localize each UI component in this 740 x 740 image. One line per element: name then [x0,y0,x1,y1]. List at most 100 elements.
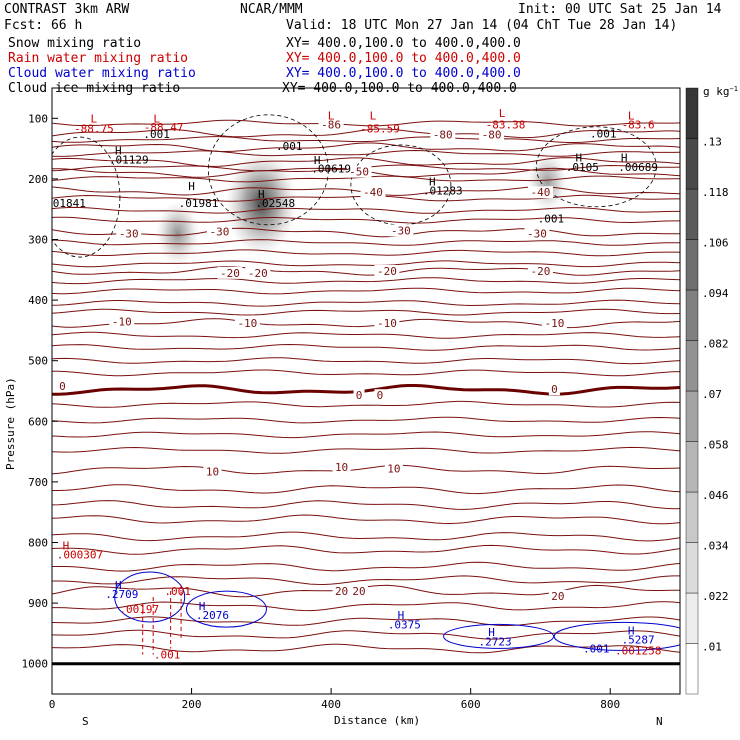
isotherm-label: -10 [237,317,257,330]
label-mask [527,186,553,199]
isotherm-line [52,561,680,572]
isotherm-line [52,484,680,495]
extremum-label: H [628,624,635,637]
legend-snow-label: Snow mixing ratio [8,36,141,51]
isotherm-line [52,400,680,408]
label-mask [245,266,271,279]
isotherm-line [52,464,680,475]
label-mask [479,128,505,141]
label-mask [332,584,351,597]
isotherm-line [52,629,680,640]
isotherm-label: 20 [551,590,564,603]
extremum-label: H [63,540,70,553]
legend-cloudwater-label: Cloud water mixing ratio [8,66,196,81]
colorbar-swatch [685,138,699,190]
colorbar-swatch [685,542,699,594]
isotherm-line [52,299,680,307]
extremum-label: H [115,579,122,592]
plot-area: -86-80 -80-50-40 -40-30 -30 -30 -30-20 -20 -20-… [52,107,680,666]
colorbar-swatch [685,340,699,392]
isotherm-label: 10 [206,466,219,479]
isotherm-line [52,128,680,139]
colorbar-unit: g kg−1 [703,85,738,98]
label-mask [353,389,365,402]
extremum-label: L [499,107,506,120]
extremum-label: H [398,609,405,622]
org-label: NCAR/MMM [240,2,303,17]
valid-time-label: Valid: 18 UTC Mon 27 Jan 14 (04 ChT Tue … [286,18,677,33]
extremum-label: H [621,152,628,165]
isotherm-line [52,616,680,627]
isotherm-label: 0 [59,380,66,393]
extremum-label: .01129 [109,154,149,167]
colorbar-swatch [685,390,699,442]
extremum-label: .2723 [479,635,512,648]
isotherm-line [52,384,680,396]
legend-cloudwater-xy: XY= 400.0,100.0 to 400.0,400.0 [286,66,521,81]
y-tick-label: 600 [28,415,48,428]
colorbar: g kg−1 .01 .022 .034 .046 .058 .07 .082 .094 .10… [685,85,738,695]
label-mask [374,317,400,330]
label-mask [346,165,372,178]
legend-snow-xy: XY= 400.0,100.0 to 400.0,400.0 [286,36,521,51]
extremum-label: .001 [583,643,610,656]
colorbar-swatch [685,592,699,644]
extremum-label: .00619 [311,163,351,176]
label-mask [524,227,550,240]
extremum-label: .2076 [196,609,229,622]
extremum-label: .001 [164,585,191,598]
label-mask [203,465,222,478]
label-mask [116,227,142,240]
label-mask [56,380,68,393]
extremum-label: .5287 [622,633,655,646]
isotherm-label: 10 [335,461,348,474]
extremum-label: H [488,626,495,639]
x-axis-left-end-label: S [82,715,89,728]
cloud-water-contour [443,623,555,649]
extremum-label: H [115,144,122,157]
isotherm-line [52,216,680,224]
y-tick-label: 500 [28,355,48,368]
colorbar-tick-label: .118 [702,186,729,199]
colorbar-tick-label: .034 [702,540,729,553]
colorbar-swatch [685,289,699,341]
cloud-water-contour [553,621,680,651]
isotherm-line [52,308,680,316]
x-tick-label: 600 [461,698,481,711]
label-mask [548,383,560,396]
x-tick-label: 400 [321,698,341,711]
label-mask [234,317,260,330]
label-mask [350,584,369,597]
y-tick-label: 400 [28,294,48,307]
y-axis-title: Pressure (hPa) [4,377,17,470]
extremum-label: .001 [276,140,303,153]
isotherm-line [52,266,680,276]
extremum-label: H [576,152,583,165]
isotherm-label: -80 [433,129,453,142]
isotherm-label: -30 [391,224,411,237]
colorbar-tick-label: .106 [702,237,729,250]
legend-rain-label: Rain water mixing ratio [8,51,188,66]
extremum-label: H [188,180,195,193]
extremum-label: L [328,109,335,122]
isotherm-label: 0 [377,389,384,402]
isotherm-line [52,239,680,246]
extremum-label: .01283 [423,184,463,197]
extremum-label: -83.38 [486,118,526,131]
isotherm-label: -50 [349,166,369,179]
isotherm-line [52,136,680,143]
isotherm-line [52,601,680,612]
isotherm-label: -20 [377,265,397,278]
colorbar-swatch [685,239,699,291]
isotherm-line [52,514,680,525]
label-mask [527,265,553,278]
extremum-label: .00197 [119,603,159,616]
isotherm-label: -30 [119,227,139,240]
label-mask [374,265,400,278]
isotherm-line [52,446,680,454]
isotherm-label: -10 [112,315,132,328]
isotherm-label: -20 [248,267,268,280]
isotherm-label: -80 [482,129,502,142]
isotherm-line [52,142,680,153]
isotherm-label: -40 [531,186,551,199]
